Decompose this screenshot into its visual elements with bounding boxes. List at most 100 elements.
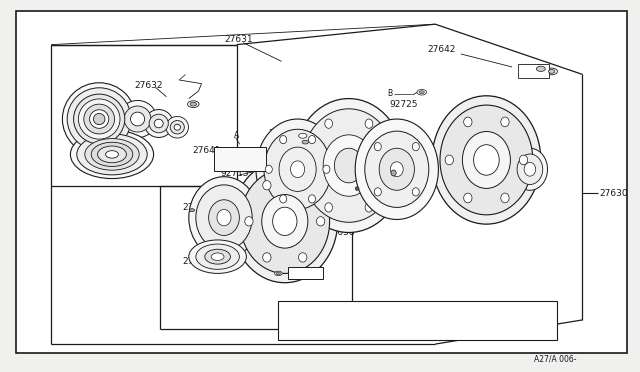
Ellipse shape <box>90 110 109 128</box>
Ellipse shape <box>325 119 333 128</box>
Ellipse shape <box>355 119 438 219</box>
Ellipse shape <box>323 165 330 173</box>
Ellipse shape <box>536 66 545 71</box>
Ellipse shape <box>520 155 527 165</box>
Text: A: A <box>335 129 340 138</box>
Ellipse shape <box>412 142 419 151</box>
Ellipse shape <box>145 109 173 137</box>
Ellipse shape <box>149 114 168 133</box>
Ellipse shape <box>217 209 231 226</box>
Text: 92611: 92611 <box>296 265 324 274</box>
Ellipse shape <box>534 65 548 73</box>
Text: 92655: 92655 <box>483 158 512 167</box>
Ellipse shape <box>365 119 372 128</box>
Text: 27638: 27638 <box>326 228 355 237</box>
Text: 92725: 92725 <box>389 100 418 109</box>
Ellipse shape <box>365 131 429 207</box>
Text: A: A <box>322 109 327 118</box>
Ellipse shape <box>262 253 271 262</box>
Text: B: B <box>291 144 296 153</box>
Ellipse shape <box>256 119 339 219</box>
Ellipse shape <box>266 165 273 173</box>
Ellipse shape <box>335 148 364 183</box>
Ellipse shape <box>301 109 396 222</box>
Text: A: A <box>262 237 268 246</box>
Ellipse shape <box>419 91 424 94</box>
Ellipse shape <box>417 89 427 95</box>
Text: B IS COMPONENT OF 92647: B IS COMPONENT OF 92647 <box>288 324 410 333</box>
Ellipse shape <box>174 124 180 130</box>
Ellipse shape <box>189 209 195 212</box>
Ellipse shape <box>262 181 271 190</box>
Ellipse shape <box>67 88 131 150</box>
Ellipse shape <box>205 249 230 264</box>
Text: 27660M: 27660M <box>256 222 292 231</box>
Ellipse shape <box>279 147 316 191</box>
Text: A: A <box>234 131 239 140</box>
Ellipse shape <box>440 105 532 215</box>
Ellipse shape <box>379 148 415 190</box>
Ellipse shape <box>264 129 332 209</box>
Text: NOTES: A IS COMPONENT OF 27644: NOTES: A IS COMPONENT OF 27644 <box>288 309 424 318</box>
Ellipse shape <box>365 203 372 212</box>
Bar <box>288 267 323 279</box>
Ellipse shape <box>500 117 509 127</box>
Ellipse shape <box>412 188 419 196</box>
Text: 27631: 27631 <box>224 35 253 44</box>
Text: A27/A 006-: A27/A 006- <box>534 355 577 363</box>
Text: B: B <box>387 89 392 98</box>
Ellipse shape <box>462 131 511 188</box>
Ellipse shape <box>308 135 316 144</box>
Ellipse shape <box>355 187 359 190</box>
Ellipse shape <box>131 112 145 126</box>
Ellipse shape <box>97 146 127 163</box>
Ellipse shape <box>291 161 305 177</box>
Ellipse shape <box>432 96 541 224</box>
Ellipse shape <box>474 145 499 175</box>
Text: 27647: 27647 <box>182 203 211 212</box>
Ellipse shape <box>500 193 509 203</box>
Ellipse shape <box>391 170 396 176</box>
Ellipse shape <box>190 102 196 106</box>
Ellipse shape <box>196 244 239 269</box>
Ellipse shape <box>93 113 105 125</box>
Ellipse shape <box>280 135 287 144</box>
Ellipse shape <box>196 185 252 250</box>
Ellipse shape <box>262 195 308 248</box>
Ellipse shape <box>323 135 374 196</box>
Text: 27630: 27630 <box>600 189 628 198</box>
Ellipse shape <box>84 104 115 134</box>
Ellipse shape <box>524 162 536 176</box>
Text: 27636: 27636 <box>182 257 211 266</box>
Ellipse shape <box>124 106 151 132</box>
Ellipse shape <box>166 116 189 138</box>
Ellipse shape <box>84 139 140 170</box>
Ellipse shape <box>209 200 239 235</box>
Ellipse shape <box>170 121 184 134</box>
Ellipse shape <box>293 99 405 232</box>
Ellipse shape <box>118 100 157 138</box>
Ellipse shape <box>77 134 147 175</box>
Text: 27632: 27632 <box>134 81 163 90</box>
Ellipse shape <box>546 68 557 75</box>
Ellipse shape <box>463 117 472 127</box>
Ellipse shape <box>298 253 307 262</box>
Ellipse shape <box>154 119 163 128</box>
Ellipse shape <box>189 177 259 259</box>
Ellipse shape <box>240 169 330 273</box>
Ellipse shape <box>517 154 543 185</box>
Ellipse shape <box>385 161 393 170</box>
Ellipse shape <box>92 142 133 167</box>
Ellipse shape <box>188 101 199 108</box>
Ellipse shape <box>273 207 297 235</box>
Ellipse shape <box>374 142 381 151</box>
Bar <box>278 301 557 340</box>
Ellipse shape <box>298 133 307 138</box>
Text: 27641: 27641 <box>192 146 221 155</box>
Ellipse shape <box>316 217 325 226</box>
Text: B: B <box>304 214 309 223</box>
Text: 92715: 92715 <box>221 169 250 178</box>
Text: 27642: 27642 <box>428 45 456 54</box>
Ellipse shape <box>298 181 307 190</box>
Ellipse shape <box>70 130 154 179</box>
